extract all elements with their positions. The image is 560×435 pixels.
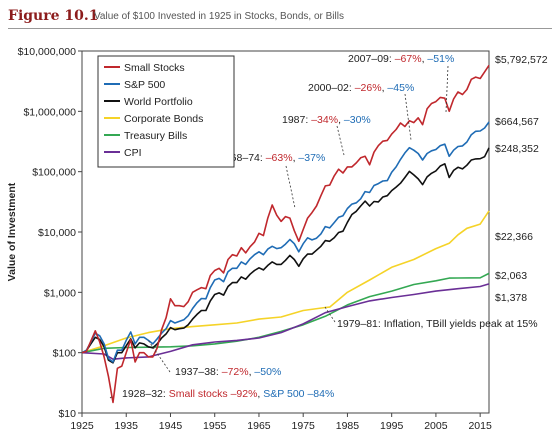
x-tick-label: 1935	[115, 420, 139, 432]
series-line-small-stocks	[81, 64, 490, 404]
legend-entry: World Portfolio	[124, 96, 193, 108]
y-tick-label: $100,000	[32, 167, 76, 179]
legend-entry: S&P 500	[124, 79, 165, 91]
annotation-leader-line	[336, 125, 345, 156]
annotation-part: –30%	[344, 114, 371, 126]
annotation-part: ,	[422, 53, 428, 65]
annotation-leader-line	[404, 93, 412, 141]
annotation-part: 1937–38:	[175, 366, 222, 378]
y-tick-label: $1,000,000	[23, 106, 76, 118]
header-divider	[8, 28, 552, 29]
legend: Small Stocks S&P 500 World Portfolio Corpor…	[97, 55, 235, 168]
x-tick-label: 1955	[203, 420, 227, 432]
annotation-part: –34%	[311, 114, 338, 126]
x-tick-label: 1945	[159, 420, 183, 432]
end-label-treasury-bills: $2,063	[495, 270, 527, 282]
legend-entry: Small Stocks	[124, 62, 185, 74]
annotation-part: 2000–02:	[308, 82, 355, 94]
annotations-group: 1928–32: Small stocks –92%, S&P 500 –84%…	[109, 53, 538, 400]
y-tick-label: $100	[53, 348, 77, 360]
y-tick-label: $10	[58, 408, 76, 420]
annotation-leader-line	[147, 339, 171, 373]
annotation-part: –50%	[254, 366, 281, 378]
end-labels-group: $5,792,572 $664,567 $248,352 $22,366 $2,063 $…	[495, 54, 548, 304]
annotation-part: Small stocks –92%	[169, 388, 258, 400]
figure-label: Figure 10.1	[8, 8, 99, 24]
annotation-leader-line	[285, 165, 296, 209]
annotation-part: –26%	[355, 82, 382, 94]
y-tick-label: $10,000	[38, 227, 76, 239]
legend-entry: Corporate Bonds	[124, 113, 203, 125]
annotation-part: ,	[249, 366, 255, 378]
annotation: 1979–81: Inflation, TBill yields peak at…	[337, 318, 538, 330]
annotation: 1987: –34%, –30%	[282, 114, 371, 126]
annotation-part: ,	[338, 114, 344, 126]
legend-box	[97, 55, 235, 168]
annotation-part: ,	[293, 152, 299, 164]
x-tick-label: 1965	[247, 420, 271, 432]
x-tick-label: 1925	[70, 420, 94, 432]
annotation: 2000–02: –26%, –45%	[308, 82, 414, 94]
annotation-leader-line	[324, 306, 336, 323]
legend-entry: CPI	[124, 147, 142, 159]
series-line-treasury-bills	[81, 272, 490, 354]
legend-entry: Treasury Bills	[124, 130, 187, 142]
annotation-part: –67%	[395, 53, 422, 65]
annotation-part: S&P 500 –84%	[263, 388, 334, 400]
annotation-part: –45%	[387, 82, 414, 94]
annotation-part: 1987:	[282, 114, 311, 126]
annotation-part: ,	[257, 388, 263, 400]
annotation-part: –63%	[266, 152, 293, 164]
end-label-cpi: $1,378	[495, 292, 527, 304]
annotation: 1968–74: –63%, –37%	[219, 152, 325, 164]
x-tick-label: 2015	[468, 420, 492, 432]
annotation-part: –72%	[222, 366, 249, 378]
annotation-part: –37%	[298, 152, 325, 164]
y-tick-label: $10,000,000	[18, 46, 77, 58]
annotation-part: 1928–32:	[122, 388, 169, 400]
annotation-part: –51%	[427, 53, 454, 65]
series-line-world-portfolio	[81, 147, 490, 364]
end-label-s-p-500: $664,567	[495, 116, 539, 128]
end-label-world-portfolio: $248,352	[495, 143, 539, 155]
x-tick-label: 1975	[292, 420, 316, 432]
annotation: 1928–32: Small stocks –92%, S&P 500 –84%	[122, 388, 334, 400]
annotation-part: 2007–09:	[348, 53, 395, 65]
annotation: 1937–38: –72%, –50%	[175, 366, 281, 378]
x-tick-label: 1985	[336, 420, 360, 432]
x-tick-label: 2005	[424, 420, 448, 432]
annotation-part: 1979–81: Inflation, TBill yields peak at…	[337, 318, 538, 330]
series-line-s-p-500	[81, 121, 490, 363]
end-label-corporate-bonds: $22,366	[495, 231, 533, 243]
x-tick-label: 1995	[380, 420, 404, 432]
annotation: 2007–09: –67%, –51%	[348, 53, 454, 65]
annotation-part: ,	[382, 82, 388, 94]
annotation-leader-line	[109, 395, 114, 399]
axes-group: $10 $100 $1,000 $10,000 $100,000 $1,000,000 $1…	[18, 46, 492, 432]
end-label-small-stocks: $5,792,572	[495, 54, 548, 66]
figure-caption: Value of $100 Invested in 1925 in Stocks…	[94, 11, 344, 22]
y-tick-label: $1,000	[44, 287, 76, 299]
figure-header: Figure 10.1 Value of $100 Invested in 19…	[8, 8, 548, 28]
